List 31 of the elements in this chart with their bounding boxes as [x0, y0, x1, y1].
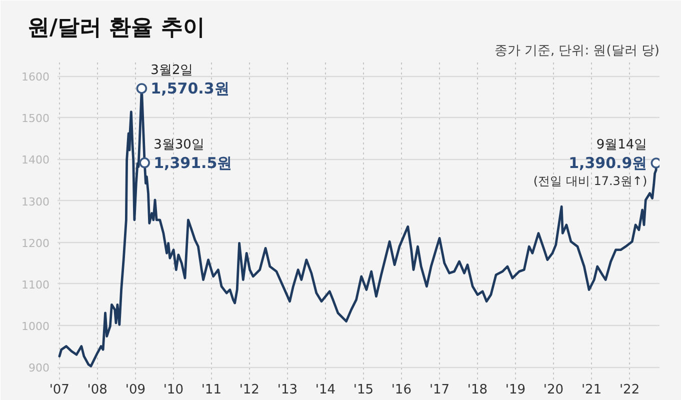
x-tick-label: '17 — [429, 382, 450, 398]
x-tick-label: '09 — [125, 382, 146, 398]
point — [136, 83, 148, 94]
y-tick-label: 900 — [28, 362, 50, 375]
x-tick-label: '21 — [581, 382, 602, 398]
x-tick-label: '22 — [619, 382, 640, 398]
x-tick-label: '10 — [163, 382, 184, 398]
annotation: 3월2일 1,570.3원 — [150, 62, 230, 98]
x-tick-label: '18 — [467, 382, 488, 398]
x-tick-label: '13 — [277, 382, 298, 398]
point — [139, 157, 150, 168]
annotation: 3월30일 1,391.5원 — [154, 137, 232, 172]
y-tick-label: 1600 — [22, 70, 50, 84]
y-tick-label: 1300 — [22, 195, 50, 208]
x-tick-label: '19 — [505, 382, 526, 398]
annotation: 9월14일 1,390.9원 (전일 대비 17.3원↑) — [533, 138, 648, 188]
chart-title: 원/달러 환율 추이 — [28, 16, 205, 40]
x-tick-label: '12 — [239, 382, 260, 398]
y-tick-label: 1200 — [22, 236, 50, 250]
x-tick-label: '15 — [353, 382, 374, 398]
x-tick-label: '14 — [315, 382, 336, 398]
x-tick-label: '07 — [49, 382, 70, 398]
x-tick-label: '16 — [391, 382, 412, 398]
x-tick-label: '20 — [543, 382, 564, 398]
x-tick-label: '08 — [87, 382, 108, 398]
y-tick-label: 1500 — [22, 112, 50, 126]
y-tick-label: 1100 — [22, 278, 50, 292]
x-tick-label: '11 — [201, 382, 222, 398]
y-tick-label: 1000 — [22, 320, 50, 333]
chart-subtitle: 종가 기준, 단위: 원(달러 당) — [494, 44, 660, 58]
y-tick-label: 1400 — [22, 154, 50, 167]
